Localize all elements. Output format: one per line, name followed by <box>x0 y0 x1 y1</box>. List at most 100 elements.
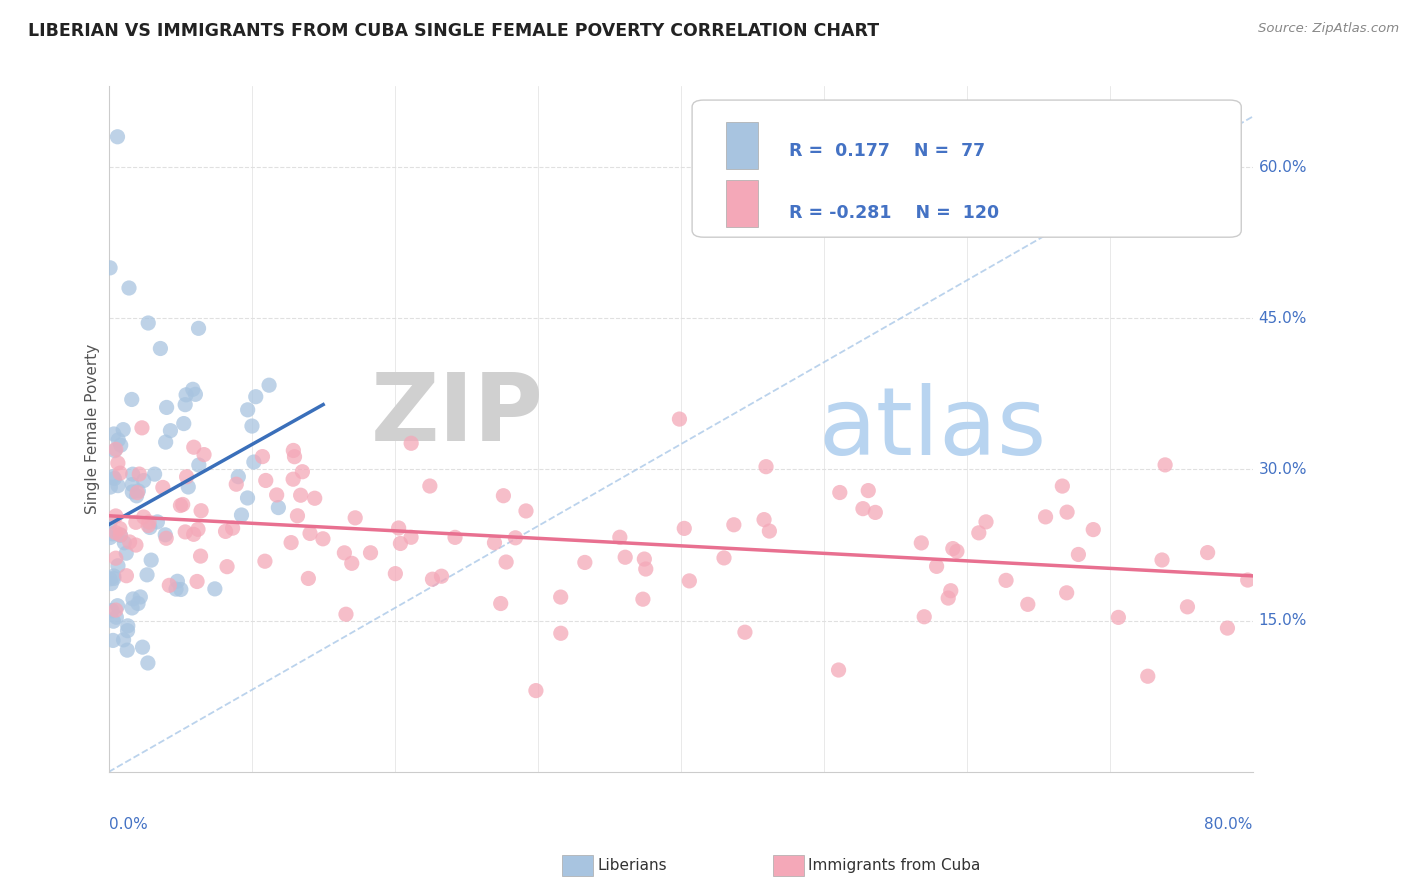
Point <box>107 599 129 613</box>
Point <box>98 260 121 275</box>
Point <box>312 532 335 546</box>
Text: 30.0%: 30.0% <box>1258 462 1308 477</box>
Point <box>430 569 453 583</box>
Point <box>291 465 314 479</box>
Point <box>550 590 572 604</box>
Point <box>173 417 195 431</box>
Point <box>1056 586 1078 600</box>
Point <box>112 632 135 647</box>
Point <box>155 401 177 415</box>
Text: Source: ZipAtlas.com: Source: ZipAtlas.com <box>1258 22 1399 36</box>
Text: LIBERIAN VS IMMIGRANTS FROM CUBA SINGLE FEMALE POVERTY CORRELATION CHART: LIBERIAN VS IMMIGRANTS FROM CUBA SINGLE … <box>28 22 879 40</box>
Y-axis label: Single Female Poverty: Single Female Poverty <box>86 344 100 515</box>
Point <box>155 528 177 542</box>
Point <box>136 518 159 533</box>
Point <box>419 479 441 493</box>
Text: 0.0%: 0.0% <box>108 817 148 832</box>
Point <box>360 546 382 560</box>
Point <box>1056 505 1078 519</box>
Point <box>340 557 363 571</box>
Point <box>121 392 143 407</box>
Point <box>190 504 212 518</box>
Point <box>169 499 191 513</box>
Point <box>1154 458 1177 472</box>
Point <box>399 530 422 544</box>
Point <box>939 583 962 598</box>
Point <box>174 388 197 402</box>
Point <box>281 472 304 486</box>
Point <box>186 574 208 589</box>
Point <box>252 450 274 464</box>
Point <box>1035 509 1057 524</box>
Point <box>524 683 547 698</box>
Text: atlas: atlas <box>818 384 1046 475</box>
Point <box>852 501 875 516</box>
Point <box>165 582 187 596</box>
Point <box>184 387 207 401</box>
Point <box>1107 610 1129 624</box>
Point <box>104 525 127 540</box>
Point <box>107 558 129 573</box>
Point <box>127 485 149 500</box>
Text: R = -0.281    N =  120: R = -0.281 N = 120 <box>789 204 1000 222</box>
Point <box>121 601 143 615</box>
Point <box>125 516 148 530</box>
Point <box>136 656 159 670</box>
Point <box>170 582 193 597</box>
Point <box>132 474 155 488</box>
Point <box>723 517 745 532</box>
Point <box>187 458 209 472</box>
Point <box>344 511 367 525</box>
Point <box>1136 669 1159 683</box>
Point <box>104 551 127 566</box>
Point <box>193 448 215 462</box>
Point <box>609 530 631 544</box>
Point <box>157 578 180 592</box>
Point <box>136 567 159 582</box>
Point <box>631 592 654 607</box>
Point <box>228 469 250 483</box>
Point <box>146 515 169 529</box>
Point <box>115 568 138 582</box>
Point <box>121 477 143 491</box>
Point <box>1216 621 1239 635</box>
Point <box>1197 545 1219 559</box>
Text: 45.0%: 45.0% <box>1258 310 1306 326</box>
Point <box>115 546 138 560</box>
Point <box>118 535 141 549</box>
Point <box>101 470 124 484</box>
Point <box>678 574 700 588</box>
Point <box>101 526 124 541</box>
Point <box>668 412 690 426</box>
Point <box>995 574 1018 588</box>
Point <box>399 436 422 450</box>
Point <box>257 378 280 392</box>
Point <box>633 552 655 566</box>
Point <box>187 321 209 335</box>
Point <box>333 546 356 560</box>
Point <box>143 467 166 482</box>
Point <box>138 515 160 529</box>
Point <box>121 467 143 482</box>
Point <box>177 480 200 494</box>
Point <box>1067 548 1090 562</box>
Point <box>103 427 125 442</box>
Point <box>214 524 236 539</box>
Point <box>1052 479 1074 493</box>
Point <box>974 515 997 529</box>
Point <box>100 576 122 591</box>
Point <box>283 443 305 458</box>
Point <box>484 535 506 549</box>
Point <box>287 508 309 523</box>
Point <box>107 129 129 144</box>
Point <box>107 433 129 447</box>
Point <box>335 607 357 622</box>
Point <box>101 633 124 648</box>
Point <box>489 597 512 611</box>
Point <box>492 489 515 503</box>
Point <box>103 569 125 583</box>
Point <box>755 459 778 474</box>
Point <box>107 478 129 492</box>
Point <box>304 491 326 506</box>
Point <box>132 510 155 524</box>
